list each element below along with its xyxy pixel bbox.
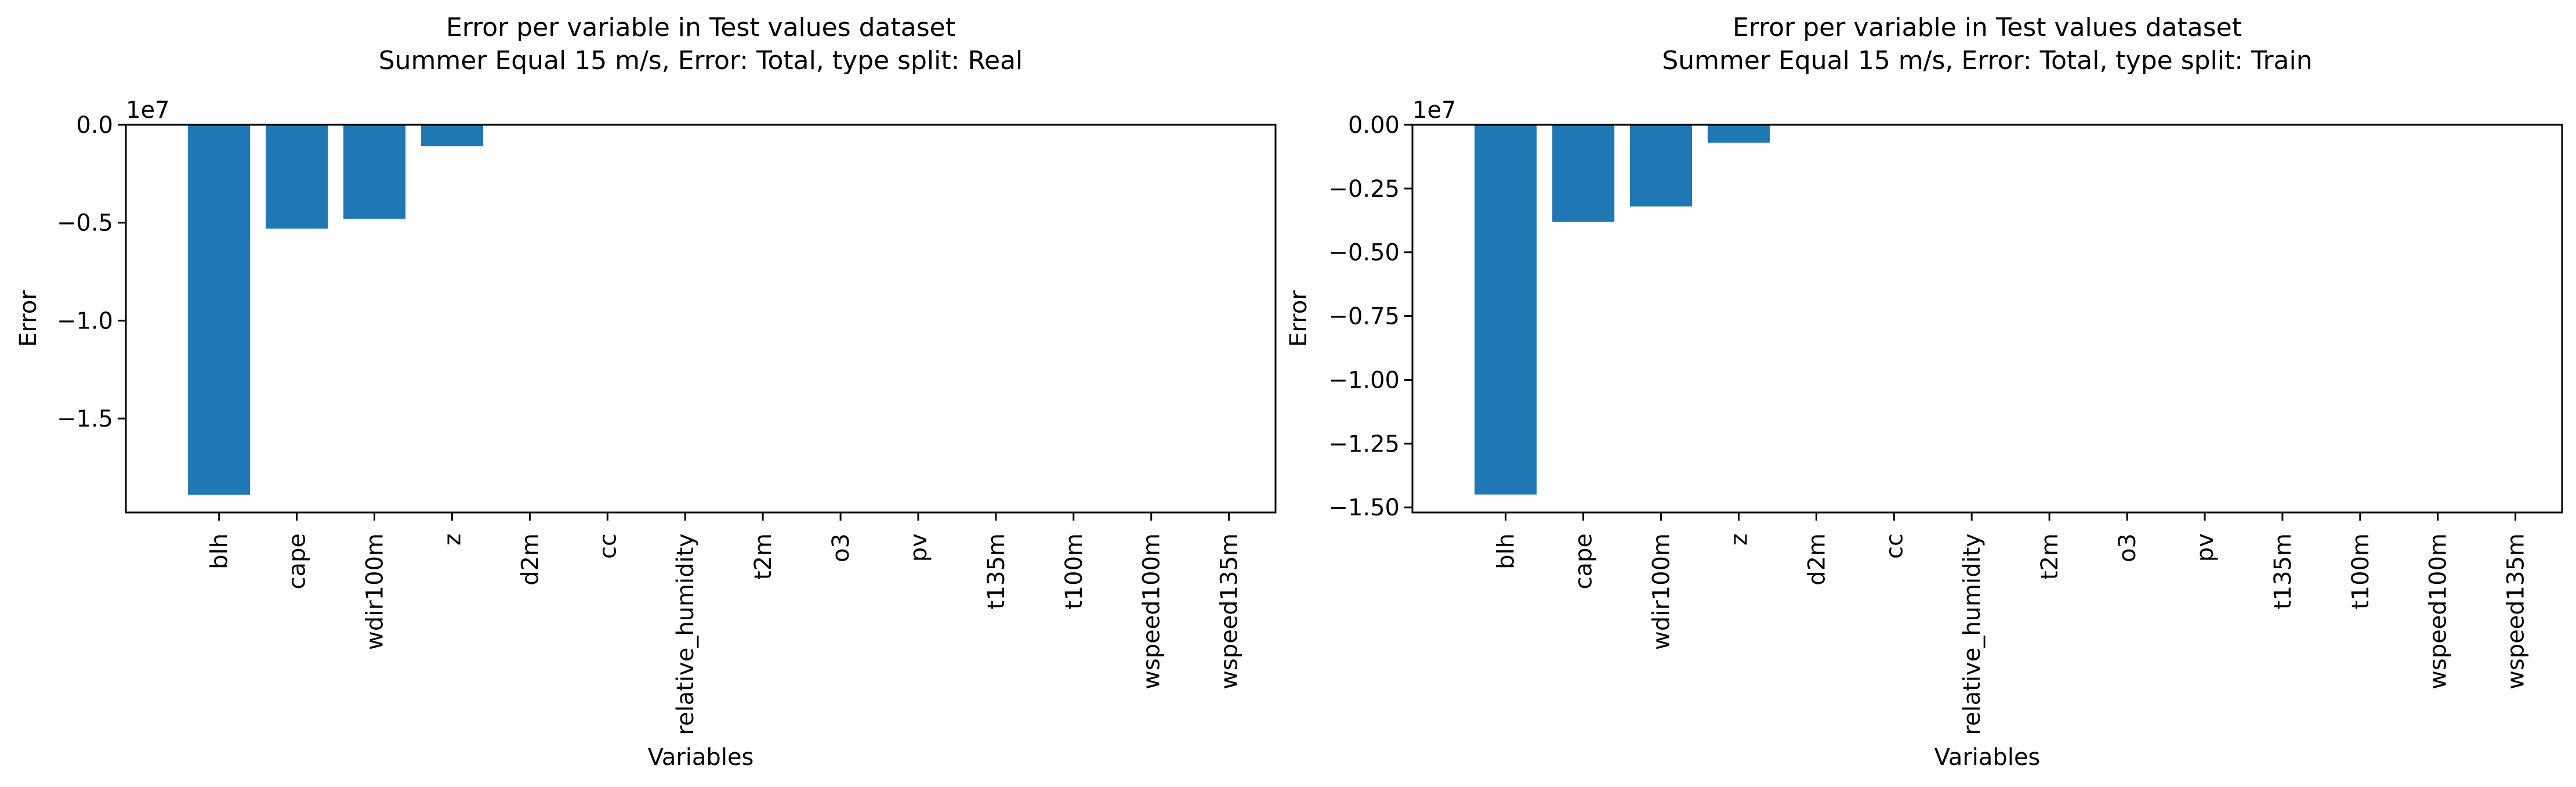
- x-tick-label: wspeed135m: [2503, 533, 2530, 689]
- y-tick-label: 0.0: [76, 112, 113, 139]
- bar-right-wdir100m: [1630, 125, 1693, 207]
- y-tick-label: −1.0: [57, 308, 113, 334]
- x-tick-label: t2m: [750, 533, 777, 580]
- x-tick-label: cc: [595, 533, 621, 559]
- x-axis-right: blh cape wdir100m z d2m cc relative_humidity t2…: [1493, 512, 2530, 735]
- x-tick-label: o3: [2114, 533, 2141, 562]
- x-tick-label: blh: [1493, 533, 1520, 569]
- y-tick-label: −1.5: [57, 406, 113, 432]
- x-tick-label: z: [440, 533, 466, 546]
- bar-group-left: [188, 125, 483, 495]
- x-tick-label: wdir100m: [362, 533, 389, 650]
- plot-frame-right: [1411, 124, 2563, 514]
- bar-left-blh: [188, 125, 251, 495]
- x-tick-label: wspeed100m: [1139, 533, 1165, 689]
- x-tick-label: t100m: [2347, 533, 2374, 609]
- x-tick-label: t100m: [1061, 533, 1088, 609]
- bar-right-blh: [1474, 125, 1537, 495]
- x-tick-label: pv: [905, 533, 932, 562]
- x-tick-label: blh: [206, 533, 233, 569]
- chart-right-subtitle: Summer Equal 15 m/s, Error: Total, type …: [1662, 46, 2312, 75]
- x-tick-label: d2m: [517, 533, 544, 586]
- y-tick-label: −1.00: [1328, 367, 1400, 394]
- chart-right: Error per variable in Test values datase…: [1285, 13, 2563, 771]
- y-tick-label: −1.25: [1328, 431, 1400, 457]
- bar-right-z: [1707, 125, 1770, 143]
- chart-left: Error per variable in Test values datase…: [15, 13, 1277, 771]
- x-tick-label: relative_humidity: [1959, 533, 1986, 735]
- y-offset-label-left: 1e7: [126, 97, 170, 124]
- chart-right-title: Error per variable in Test values datase…: [1733, 13, 2242, 42]
- x-tick-label: cape: [1571, 533, 1597, 590]
- bar-right-cape: [1552, 125, 1615, 222]
- y-tick-label: −0.75: [1328, 304, 1400, 330]
- bar-group-right: [1474, 125, 1770, 495]
- x-tick-label: cc: [1881, 533, 1908, 559]
- y-tick-label: −0.25: [1328, 176, 1400, 203]
- x-tick-label: wspeed135m: [1216, 533, 1243, 689]
- y-axis-label-left: Error: [15, 290, 42, 347]
- x-tick-label: t135m: [983, 533, 1010, 609]
- x-tick-label: relative_humidity: [672, 533, 699, 735]
- x-axis-label-right: Variables: [1934, 744, 2041, 771]
- y-tick-label: −0.5: [57, 210, 113, 237]
- y-tick-label: −1.50: [1328, 494, 1400, 521]
- y-axis-right: 0.00 −0.25 −0.50 −0.75 −1.00 −1.25 −1.50: [1328, 112, 1412, 521]
- x-tick-label: o3: [828, 533, 854, 562]
- x-tick-label: d2m: [1803, 533, 1830, 586]
- y-tick-label: −0.50: [1328, 240, 1400, 266]
- x-tick-label: pv: [2192, 533, 2219, 562]
- y-axis-left: 0.0 −0.5 −1.0 −1.5: [57, 112, 126, 432]
- bar-left-wdir100m: [343, 125, 406, 219]
- chart-left-subtitle: Summer Equal 15 m/s, Error: Total, type …: [379, 46, 1023, 75]
- bar-left-cape: [266, 125, 328, 229]
- chart-left-title: Error per variable in Test values datase…: [446, 13, 955, 42]
- y-offset-label-right: 1e7: [1412, 97, 1457, 124]
- y-axis-label-right: Error: [1285, 290, 1312, 347]
- x-axis-label-left: Variables: [648, 744, 754, 771]
- x-tick-label: wdir100m: [1649, 533, 1675, 650]
- plot-frame-left: [125, 124, 1277, 514]
- x-tick-label: wspeed100m: [2425, 533, 2452, 689]
- x-axis-left: blh cape wdir100m z d2m cc relative_humidity t2…: [206, 512, 1243, 735]
- x-tick-label: t135m: [2270, 533, 2296, 609]
- x-tick-label: z: [1726, 533, 1753, 546]
- y-tick-label: 0.00: [1348, 112, 1400, 139]
- x-tick-label: t2m: [2037, 533, 2063, 580]
- x-tick-label: cape: [284, 533, 311, 590]
- bar-left-z: [421, 125, 483, 147]
